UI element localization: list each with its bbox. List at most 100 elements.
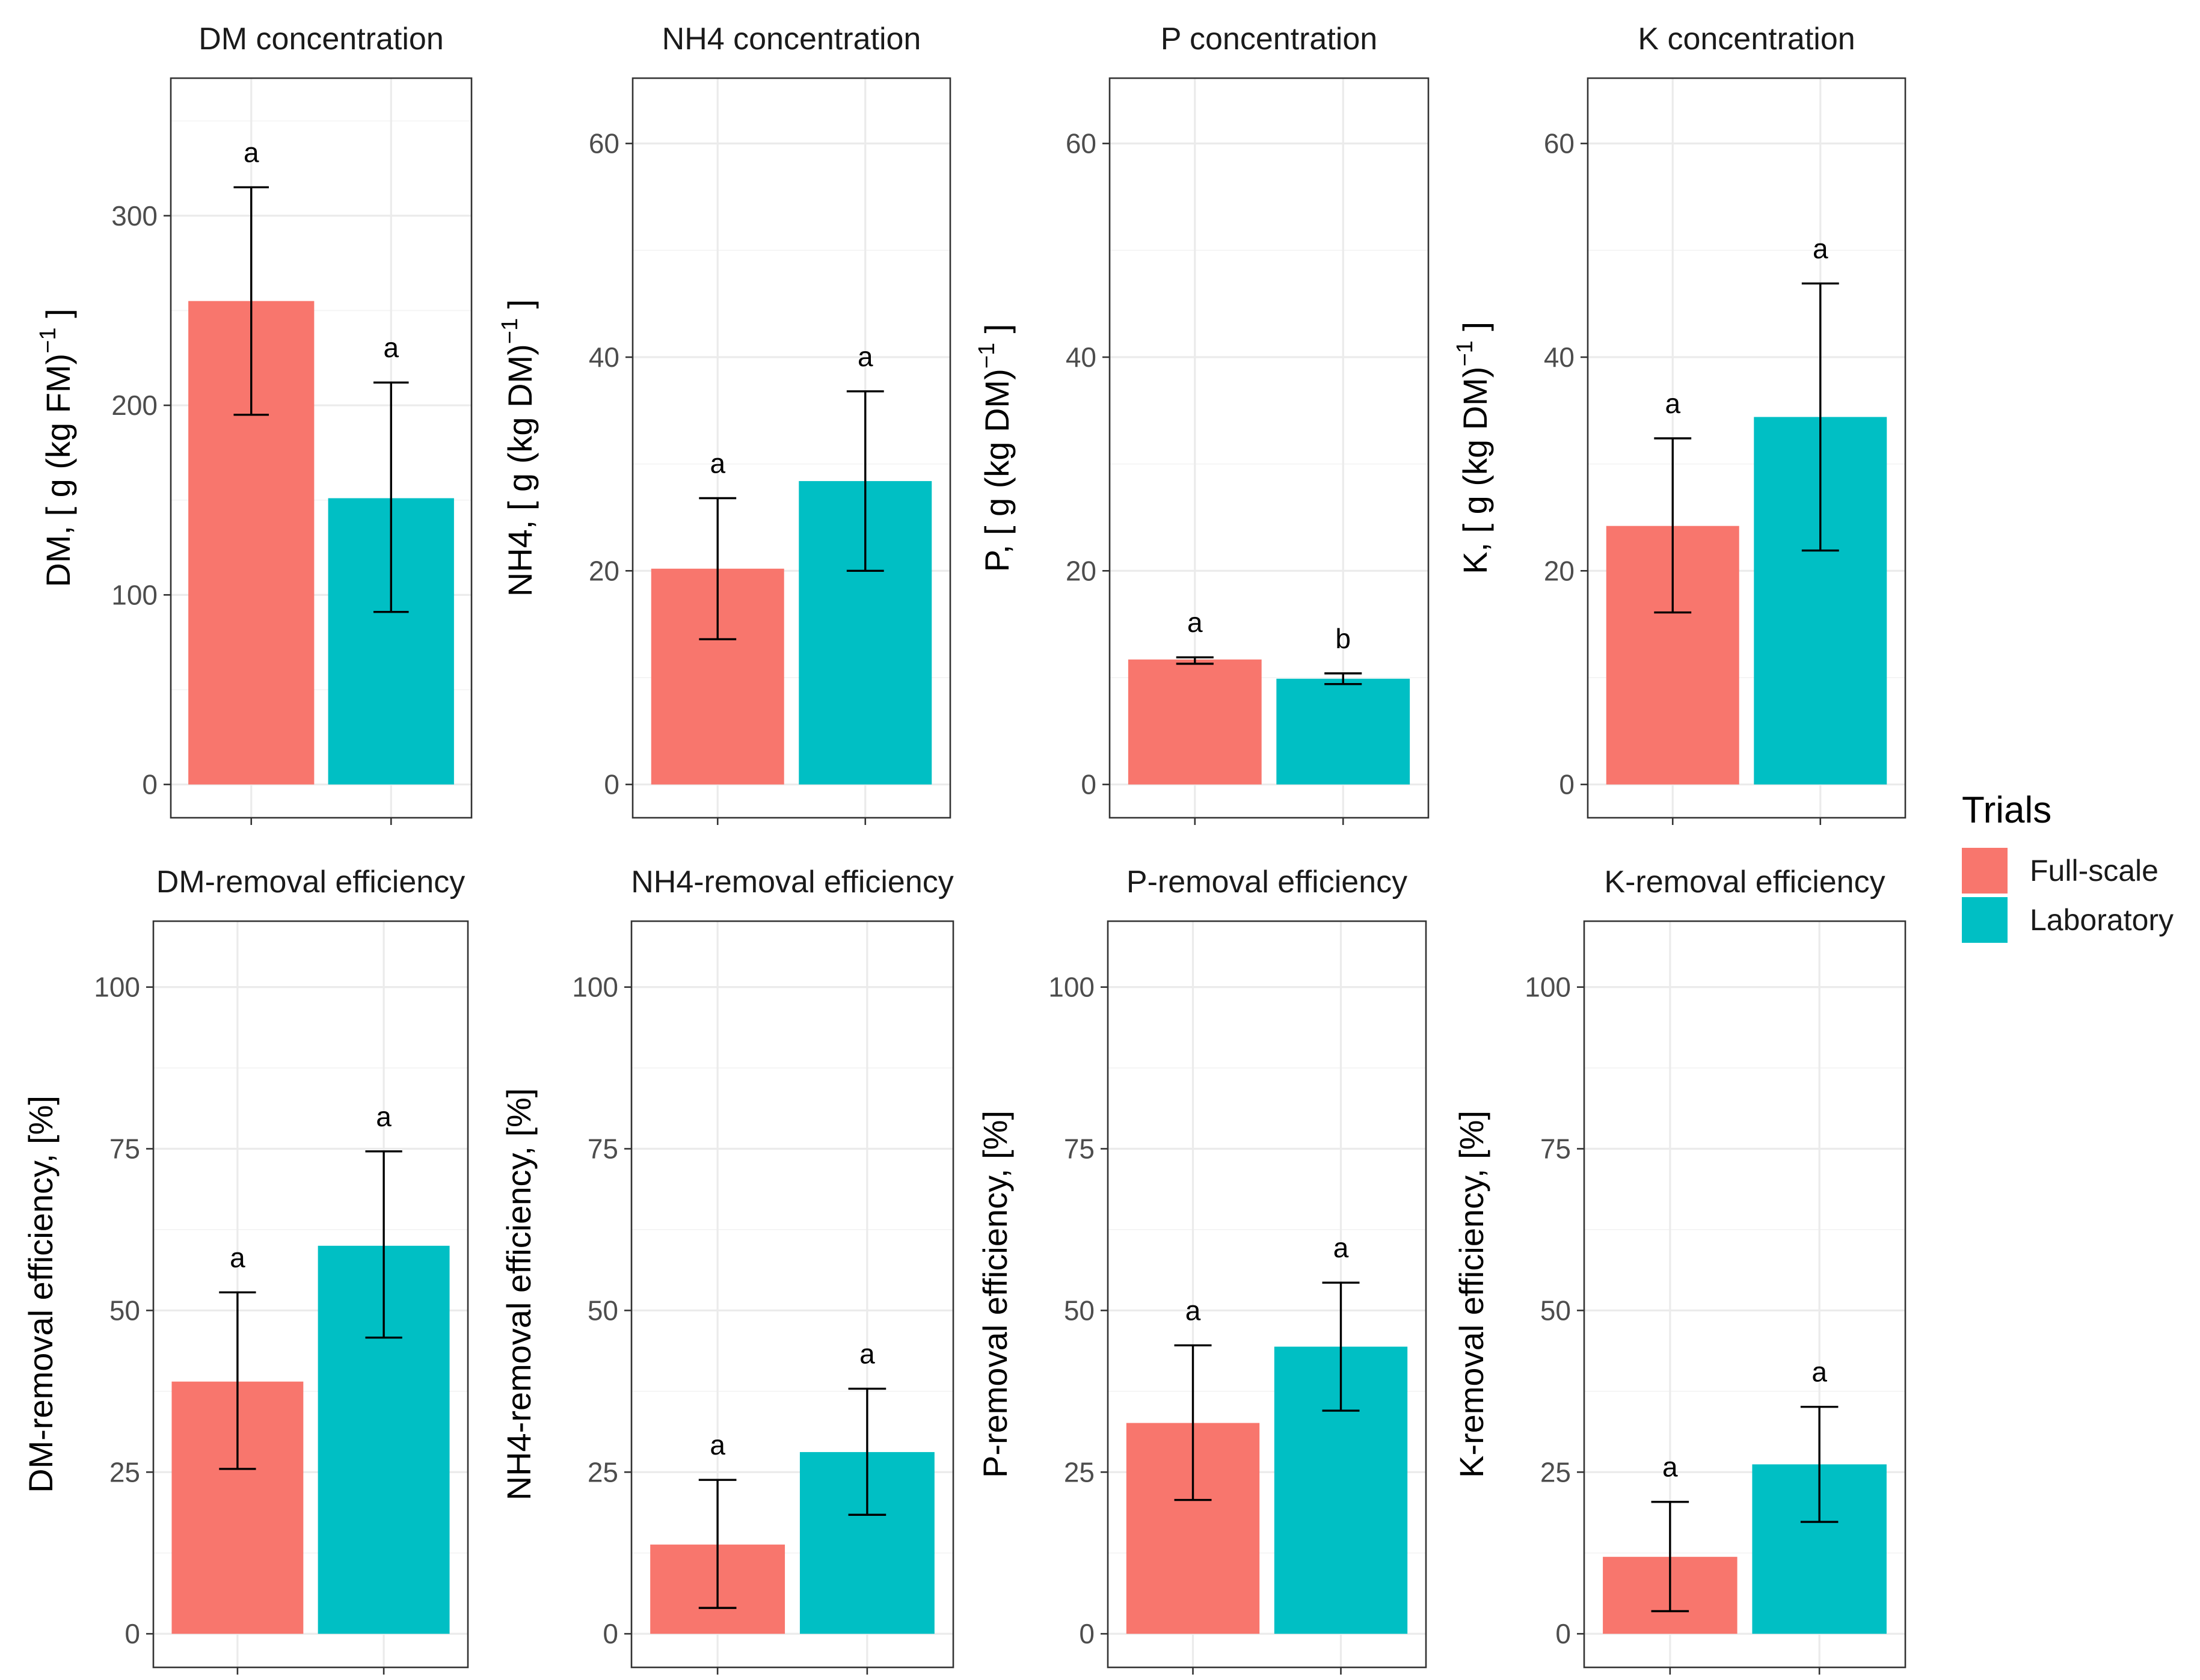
y-tick-label: 40 xyxy=(1066,342,1096,373)
panel-frame xyxy=(1108,77,1430,819)
significance-letter: a xyxy=(383,332,399,363)
error-bar-laboratory xyxy=(848,1387,886,1516)
significance-letter: a xyxy=(1185,1295,1201,1326)
y-tick-label: 0 xyxy=(124,1618,140,1649)
error-bar-full-scale xyxy=(699,497,737,640)
error-bar-full-scale xyxy=(1651,1501,1689,1613)
y-tick-label: 75 xyxy=(1540,1133,1571,1165)
error-bar-laboratory xyxy=(1322,1281,1360,1412)
significance-letter: a xyxy=(710,1429,725,1461)
significance-letter: a xyxy=(1665,388,1680,419)
significance-letter: a xyxy=(1187,607,1203,638)
y-tick-label: 75 xyxy=(1064,1133,1095,1165)
significance-letter: a xyxy=(1662,1452,1678,1483)
significance-letter: a xyxy=(859,1338,875,1370)
error-bar-laboratory xyxy=(1801,282,1839,552)
panel-title: K concentration xyxy=(1638,22,1855,57)
panel-3: a b 0 20 40 60 P concentration P, [ g (kg DM)−1… xyxy=(974,22,1430,825)
y-tick-label: 25 xyxy=(588,1456,618,1488)
panel-title: DM concentration xyxy=(198,22,444,57)
y-tick-label: 0 xyxy=(1559,769,1575,800)
panel-title: P concentration xyxy=(1161,22,1377,57)
y-axis-title: NH4-removal efficiency, [%] xyxy=(500,1088,538,1501)
legend-swatch-full-scale xyxy=(1962,848,2008,894)
error-bar-full-scale xyxy=(219,1291,256,1470)
panel-frame xyxy=(1583,920,1907,1669)
panel-title: P-removal efficiency xyxy=(1126,865,1407,900)
panel-4: a a 0 20 40 60 K concentration K, [ g (kg DM)−1… xyxy=(1452,22,1907,825)
y-axis-title: P-removal efficiency, [%] xyxy=(976,1111,1014,1478)
bar-laboratory xyxy=(1276,678,1410,785)
y-tick-label: 50 xyxy=(588,1295,618,1326)
error-bar-laboratory xyxy=(373,381,409,613)
legend-title: Trials xyxy=(1962,789,2051,831)
panel-8: a a 0 25 50 75 100 K-removal efficiency K-remova… xyxy=(1452,865,1907,1675)
y-axis-title: K-removal efficiency, [%] xyxy=(1452,1111,1490,1478)
y-tick-label: 0 xyxy=(1081,769,1096,800)
error-bar-full-scale xyxy=(1174,1344,1212,1501)
y-tick-label: 100 xyxy=(572,972,618,1003)
panel-title: K-removal efficiency xyxy=(1604,865,1885,900)
y-tick-label: 20 xyxy=(1066,555,1096,586)
panel-7: a a 0 25 50 75 100 P-removal efficiency P-remova… xyxy=(976,865,1427,1675)
panel-frame xyxy=(631,77,951,819)
significance-letter: a xyxy=(1333,1232,1349,1263)
bar-full-scale xyxy=(1128,659,1262,785)
panel-frame xyxy=(152,920,469,1669)
y-tick-label: 50 xyxy=(109,1295,140,1326)
y-tick-label: 75 xyxy=(109,1133,140,1165)
panel-frame xyxy=(1107,920,1427,1669)
panel-6: a a 0 25 50 75 100 NH4-removal efficiency NH4-re… xyxy=(500,865,954,1675)
error-bar-laboratory xyxy=(1324,672,1362,685)
y-tick-label: 60 xyxy=(1066,128,1096,159)
legend-swatch-laboratory xyxy=(1962,897,2008,943)
panel-frame xyxy=(170,77,473,819)
y-tick-label: 20 xyxy=(1544,555,1575,586)
y-tick-label: 40 xyxy=(1544,342,1575,373)
y-tick-label: 200 xyxy=(111,390,158,421)
y-tick-label: 0 xyxy=(1555,1618,1571,1649)
significance-letter: a xyxy=(1813,233,1828,264)
y-tick-label: 0 xyxy=(603,1618,618,1649)
significance-letter: a xyxy=(858,341,873,372)
panel-frame xyxy=(630,920,954,1669)
significance-letter: a xyxy=(244,136,259,168)
y-tick-label: 100 xyxy=(94,972,140,1003)
y-axis-title: DM, [ g (kg FM)−1 ] xyxy=(35,308,77,587)
panel-2: a a 0 20 40 60 NH4 concentration NH4, [ g (kg D… xyxy=(497,22,951,825)
y-tick-label: 60 xyxy=(1544,128,1575,159)
significance-letter: a xyxy=(230,1242,245,1273)
y-tick-label: 100 xyxy=(1048,972,1095,1003)
panel-title: NH4-removal efficiency xyxy=(631,865,954,900)
legend: Trials Full-scale Laboratory xyxy=(1962,789,2174,943)
y-tick-label: 300 xyxy=(111,200,158,231)
significance-letter: a xyxy=(1811,1357,1827,1388)
y-axis-title: P, [ g (kg DM)−1 ] xyxy=(974,324,1016,572)
error-bar-laboratory xyxy=(1800,1405,1839,1523)
y-tick-label: 0 xyxy=(604,769,619,800)
error-bar-full-scale xyxy=(698,1479,737,1609)
y-tick-label: 0 xyxy=(142,769,158,800)
y-tick-label: 25 xyxy=(109,1456,140,1488)
y-tick-label: 0 xyxy=(1079,1618,1095,1649)
y-tick-label: 50 xyxy=(1064,1295,1095,1326)
y-tick-label: 60 xyxy=(589,128,619,159)
error-bar-full-scale xyxy=(1654,437,1692,614)
y-axis-title: DM-removal efficiency, [%] xyxy=(22,1096,60,1493)
y-axis-title: NH4, [ g (kg DM)−1 ] xyxy=(497,299,539,597)
y-tick-label: 75 xyxy=(588,1133,618,1165)
error-bar-laboratory xyxy=(846,390,884,572)
significance-letter: a xyxy=(710,448,725,479)
significance-letter: a xyxy=(376,1101,392,1132)
panel-title: DM-removal efficiency xyxy=(156,865,465,900)
panel-title: NH4 concentration xyxy=(662,22,921,57)
y-tick-label: 100 xyxy=(111,579,158,610)
y-tick-label: 40 xyxy=(589,342,619,373)
error-bar-full-scale xyxy=(233,186,269,416)
y-tick-label: 25 xyxy=(1064,1456,1095,1488)
legend-label-full-scale: Full-scale xyxy=(2030,854,2159,888)
y-axis-title: K, [ g (kg DM)−1 ] xyxy=(1452,322,1494,574)
y-tick-label: 20 xyxy=(589,555,619,586)
